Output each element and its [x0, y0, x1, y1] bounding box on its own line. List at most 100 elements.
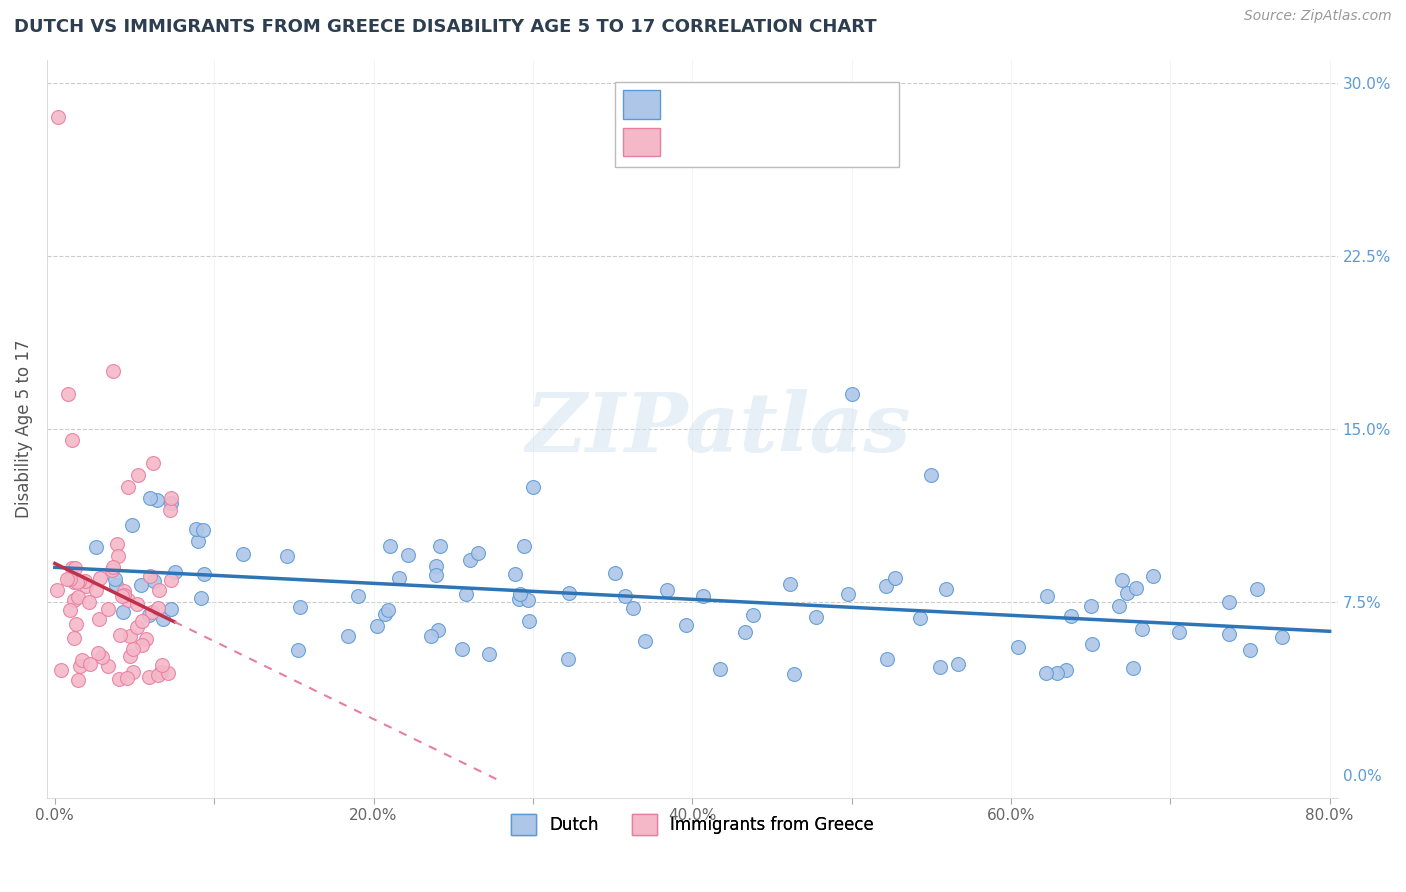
Point [1035, 666, 1057, 681]
Point [59, 572, 82, 586]
Point [60, 434, 83, 448]
Point [508, 592, 530, 607]
Point [67, 574, 90, 589]
Point [75, 579, 97, 593]
Point [837, 587, 859, 601]
Point [131, 614, 153, 628]
Point [374, 607, 396, 621]
Point [503, 566, 526, 581]
Point [121, 665, 143, 680]
Point [467, 545, 489, 559]
Point [232, 547, 254, 561]
Point [875, 579, 897, 593]
Point [1111, 573, 1133, 587]
Point [657, 583, 679, 598]
Point [141, 605, 163, 619]
Point [101, 560, 124, 574]
Point [614, 589, 637, 603]
Point [146, 668, 169, 682]
Point [1108, 599, 1130, 613]
Point [152, 612, 174, 626]
Point [522, 479, 544, 493]
Point [425, 559, 447, 574]
Point [60, 560, 83, 574]
Point [66, 591, 89, 605]
Point [145, 492, 167, 507]
Point [156, 665, 179, 680]
Point [692, 589, 714, 603]
Point [388, 571, 411, 585]
Point [380, 539, 402, 553]
Point [120, 648, 142, 663]
Point [929, 659, 952, 673]
Point [163, 565, 186, 579]
Point [742, 608, 765, 623]
Point [121, 517, 143, 532]
Point [122, 642, 145, 657]
Point [1115, 585, 1137, 599]
Point [138, 670, 160, 684]
Point [63, 631, 86, 645]
Point [117, 593, 139, 607]
Point [946, 657, 969, 671]
Point [675, 618, 697, 632]
Point [779, 576, 801, 591]
Point [450, 641, 472, 656]
Point [1218, 595, 1240, 609]
Point [62, 592, 84, 607]
Point [336, 629, 359, 643]
Point [55, 572, 77, 586]
Y-axis label: Disability Age 5 to 17: Disability Age 5 to 17 [15, 340, 32, 518]
Point [70, 653, 93, 667]
Point [276, 549, 298, 563]
Point [160, 495, 183, 509]
Point [66, 574, 89, 589]
Point [46, 583, 69, 598]
Point [135, 632, 157, 646]
Point [396, 548, 419, 562]
Point [1130, 622, 1153, 636]
Point [190, 591, 212, 605]
Point [509, 587, 531, 601]
Point [125, 598, 148, 612]
Point [89, 572, 111, 586]
Point [427, 623, 450, 637]
Point [1239, 642, 1261, 657]
Point [456, 587, 478, 601]
Point [160, 491, 183, 505]
Point [1081, 637, 1104, 651]
Point [347, 590, 370, 604]
Point [1125, 581, 1147, 595]
Point [935, 582, 957, 596]
Text: DUTCH VS IMMIGRANTS FROM GREECE DISABILITY AGE 5 TO 17 CORRELATION CHART: DUTCH VS IMMIGRANTS FROM GREECE DISABILI… [14, 18, 877, 36]
Point [1271, 630, 1294, 644]
Point [920, 467, 942, 482]
Point [478, 647, 501, 661]
Legend: Dutch, Immigrants from Greece: Dutch, Immigrants from Greece [503, 808, 880, 841]
Point [146, 601, 169, 615]
Point [59, 603, 82, 617]
Point [65, 616, 87, 631]
Point [517, 614, 540, 628]
Point [90, 650, 112, 665]
Point [97, 659, 120, 673]
Point [420, 629, 443, 643]
Point [1054, 663, 1077, 677]
Point [150, 658, 173, 673]
Point [56, 387, 79, 401]
Point [429, 539, 451, 553]
Point [557, 652, 579, 666]
Point [458, 552, 481, 566]
Point [884, 571, 907, 585]
Point [513, 539, 536, 553]
Point [425, 568, 447, 582]
Text: Source: ZipAtlas.com: Source: ZipAtlas.com [1244, 9, 1392, 23]
Point [193, 567, 215, 582]
Point [1122, 661, 1144, 675]
Point [69, 659, 91, 673]
Point [149, 665, 172, 680]
Point [876, 652, 898, 666]
Point [111, 589, 134, 603]
Point [127, 467, 149, 482]
Point [1007, 640, 1029, 655]
